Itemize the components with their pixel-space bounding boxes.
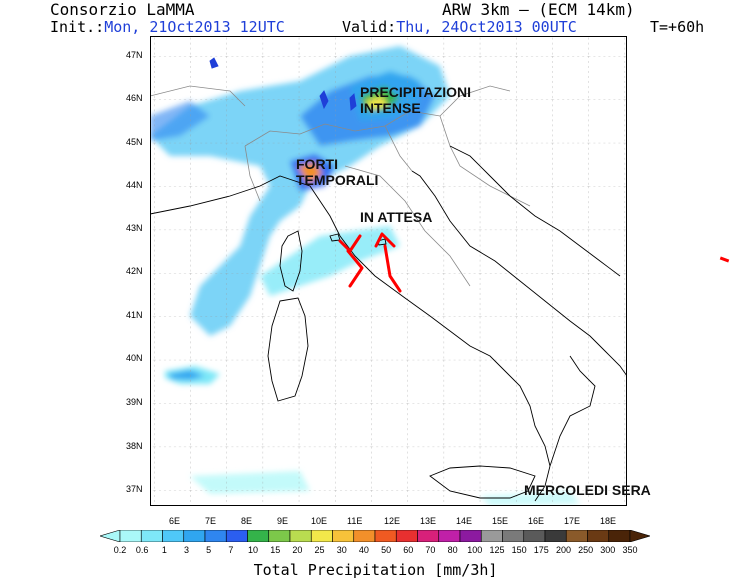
valid-label: Valid: <box>342 18 397 36</box>
colorbar-swatch <box>332 530 355 542</box>
lon-label-7e: 7E <box>205 516 217 526</box>
colorbar-swatch <box>480 530 503 542</box>
lon-label-8e: 8E <box>241 516 253 526</box>
colorbar-swatch <box>374 530 397 542</box>
colorbar-swatch <box>162 530 185 542</box>
colorbar-swatch <box>608 530 631 542</box>
stray-mark <box>719 256 730 263</box>
colorbar-swatch <box>140 530 163 542</box>
lon-label-16e: 16E <box>528 516 545 526</box>
red-arrows <box>338 232 402 293</box>
colorbar-swatch <box>289 530 312 542</box>
colorbar-label: 30 <box>336 545 347 555</box>
colorbar-swatch <box>204 530 227 542</box>
lon-label-12e: 12E <box>384 516 401 526</box>
lon-label-17e: 17E <box>564 516 581 526</box>
lat-label-47: 47N <box>126 50 143 60</box>
colorbar <box>100 530 650 542</box>
colorbar-swatch <box>417 530 440 542</box>
colorbar-swatch <box>395 530 418 542</box>
colorbar-swatch <box>225 530 248 542</box>
colorbar-label: 50 <box>381 545 392 555</box>
lon-label-9e: 9E <box>277 516 289 526</box>
lat-label-46: 46N <box>126 93 143 103</box>
colorbar-swatch <box>438 530 461 542</box>
lon-label-6e: 6E <box>169 516 181 526</box>
init-label: Init.: <box>50 18 105 36</box>
colorbar-swatch <box>119 530 142 542</box>
lat-label-45: 45N <box>126 137 143 147</box>
map-frame <box>150 36 627 506</box>
annotation-intense-precip: PRECIPITAZIONI INTENSE <box>360 84 471 116</box>
colorbar-swatch <box>183 530 206 542</box>
model-title: ARW 3km – (ECM 14km) <box>442 0 635 19</box>
lon-label-14e: 14E <box>456 516 473 526</box>
lon-label-13e: 13E <box>420 516 437 526</box>
colorbar-swatch <box>544 530 567 542</box>
colorbar-label: 1 <box>161 545 167 555</box>
colorbar-label: 10 <box>248 545 259 555</box>
coastlines <box>150 57 627 502</box>
annotation-intense-line2: INTENSE <box>360 100 421 116</box>
colorbar-label: 300 <box>600 545 616 555</box>
colorbar-label: 150 <box>511 545 527 555</box>
colorbar-label: 175 <box>533 545 549 555</box>
lat-label-41: 41N <box>126 310 143 320</box>
colorbar-label: 7 <box>228 545 234 555</box>
init-time: Init.:Mon, 21Oct2013 12UTC <box>50 18 285 36</box>
colorbar-label: 100 <box>467 545 483 555</box>
annotation-waiting: IN ATTESA <box>360 209 433 225</box>
lat-label-43: 43N <box>126 223 143 233</box>
annotation-day: MERCOLEDI SERA <box>524 482 651 498</box>
colorbar-label: 25 <box>314 545 325 555</box>
colorbar-swatch <box>587 530 610 542</box>
colorbar-label: 350 <box>622 545 638 555</box>
colorbar-swatch <box>268 530 291 542</box>
colorbar-swatch <box>502 530 525 542</box>
lat-label-42: 42N <box>126 266 143 276</box>
precipitation-map <box>150 36 627 506</box>
colorbar-label: 40 <box>358 545 369 555</box>
colorbar-label: 80 <box>447 545 458 555</box>
colorbar-swatch <box>353 530 376 542</box>
lat-label-37: 37N <box>126 484 143 494</box>
colorbar-label: 60 <box>403 545 414 555</box>
lat-label-44: 44N <box>126 180 143 190</box>
annotation-storms: FORTI TEMPORALI <box>296 156 378 188</box>
colorbar-swatch <box>565 530 588 542</box>
forecast-step: T=+60h <box>650 18 705 36</box>
annotation-intense-line1: PRECIPITAZIONI <box>360 84 471 100</box>
valid-value: Thu, 24Oct2013 00UTC <box>396 18 577 36</box>
colorbar-swatch <box>523 530 546 542</box>
colorbar-label: 15 <box>270 545 281 555</box>
annotation-storms-line1: FORTI <box>296 156 338 172</box>
lat-label-39: 39N <box>126 397 143 407</box>
colorbar-label: 0.6 <box>135 545 149 555</box>
colorbar-right-arrow <box>629 530 650 542</box>
colorbar-label: 0.2 <box>113 545 127 555</box>
colorbar-left-arrow <box>100 530 121 542</box>
colorbar-label: 20 <box>292 545 303 555</box>
colorbar-label: 5 <box>206 545 212 555</box>
colorbar-swatch <box>310 530 333 542</box>
lon-label-11e: 11E <box>347 516 363 526</box>
org-title: Consorzio LaMMA <box>50 0 195 19</box>
colorbar-label: 125 <box>489 545 505 555</box>
colorbar-swatch <box>459 530 482 542</box>
lon-label-15e: 15E <box>492 516 509 526</box>
lon-label-10e: 10E <box>311 516 328 526</box>
colorbar-label: 250 <box>578 545 594 555</box>
colorbar-label: 200 <box>555 545 571 555</box>
lat-label-40: 40N <box>126 353 143 363</box>
colorbar-swatch <box>247 530 270 542</box>
colorbar-label: 3 <box>184 545 190 555</box>
lat-label-38: 38N <box>126 441 143 451</box>
lon-label-18e: 18E <box>600 516 617 526</box>
valid-time: Valid:Thu, 24Oct2013 00UTC <box>342 18 577 36</box>
init-value: Mon, 21Oct2013 12UTC <box>104 18 285 36</box>
colorbar-label: 70 <box>425 545 436 555</box>
colorbar-title: Total Precipitation [mm/3h] <box>253 561 498 579</box>
annotation-storms-line2: TEMPORALI <box>296 172 379 188</box>
country-borders <box>150 85 531 287</box>
